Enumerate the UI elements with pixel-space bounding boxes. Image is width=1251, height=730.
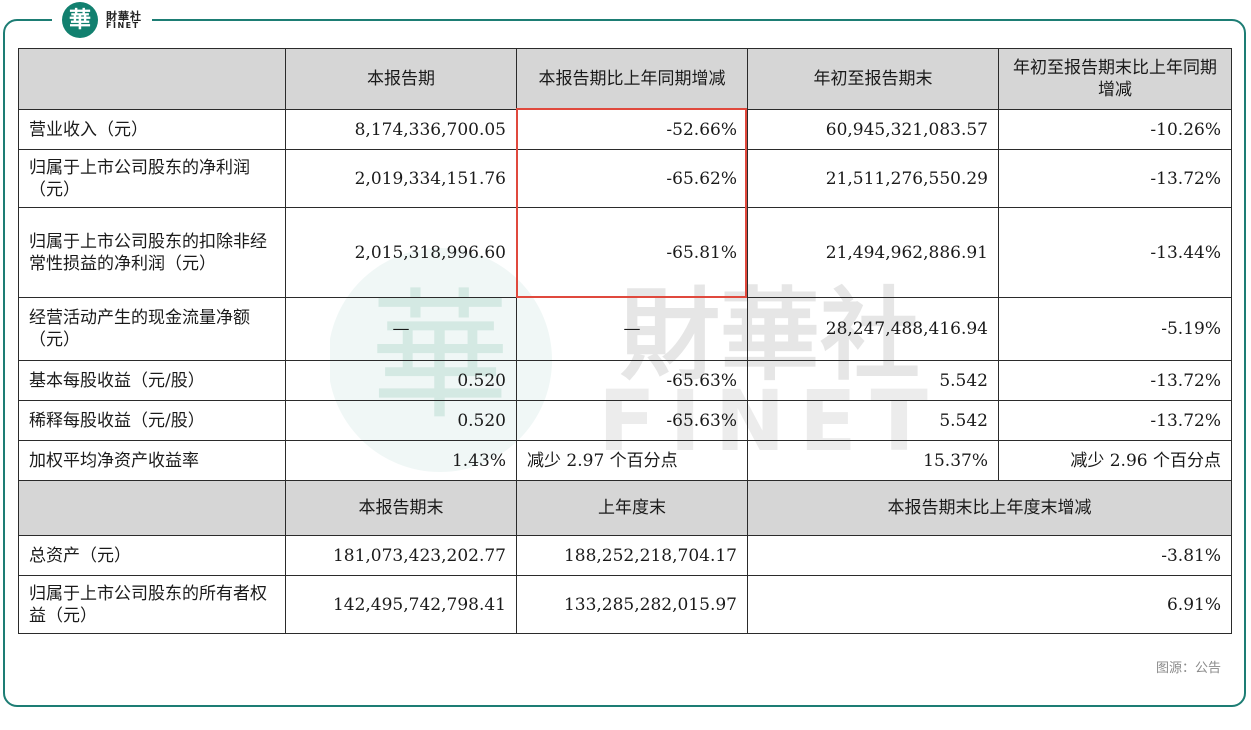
cell-value: 5.542 — [747, 360, 999, 401]
cell-value: 15.37% — [747, 440, 999, 481]
table-row: 稀释每股收益（元/股） 0.520 -65.63% 5.542 -13.72% — [18, 400, 1232, 441]
cell-value: -52.66% — [516, 109, 748, 150]
header-cell: 本报告期比上年同期增减 — [516, 48, 748, 110]
logo-emblem-icon: 華 — [62, 2, 98, 38]
cell-value: 1.43% — [285, 440, 517, 481]
cell-value: 188,252,218,704.17 — [516, 535, 748, 576]
header-cell: 本报告期 — [285, 48, 517, 110]
cell-value: 6.91% — [747, 575, 1232, 634]
header-cell: 上年度末 — [516, 480, 748, 536]
row-label: 营业收入（元） — [18, 109, 286, 150]
logo-cn: 財華社 — [106, 9, 142, 23]
row-label: 归属于上市公司股东的净利润（元） — [18, 149, 286, 208]
logo-text: 財華社 FINET — [106, 11, 142, 30]
cell-value: -65.62% — [516, 149, 748, 208]
cell-value: -10.26% — [998, 109, 1232, 150]
header-row-2: 本报告期末 上年度末 本报告期末比上年度末增减 — [18, 480, 1232, 536]
cell-value: 21,511,276,550.29 — [747, 149, 999, 208]
cell-value: -65.81% — [516, 207, 748, 298]
table-row: 归属于上市公司股东的净利润（元） 2,019,334,151.76 -65.62… — [18, 149, 1232, 208]
cell-value: 减少 2.97 个百分点 — [516, 440, 748, 481]
content-frame — [3, 19, 1246, 707]
row-label: 归属于上市公司股东的所有者权益（元） — [18, 575, 286, 634]
header-cell — [18, 480, 286, 536]
cell-value: 133,285,282,015.97 — [516, 575, 748, 634]
cell-value: 142,495,742,798.41 — [285, 575, 517, 634]
cell-value: 21,494,962,886.91 — [747, 207, 999, 298]
financial-table: 本报告期 本报告期比上年同期增减 年初至报告期末 年初至报告期末比上年同期增减 … — [18, 48, 1232, 634]
table-row: 加权平均净资产收益率 1.43% 减少 2.97 个百分点 15.37% 减少 … — [18, 440, 1232, 481]
logo-char: 華 — [68, 7, 91, 33]
cell-value: 2,019,334,151.76 — [285, 149, 517, 208]
logo-en: FINET — [106, 20, 140, 30]
cell-value: -3.81% — [747, 535, 1232, 576]
cell-value: 2,015,318,996.60 — [285, 207, 517, 298]
header-row-1: 本报告期 本报告期比上年同期增减 年初至报告期末 年初至报告期末比上年同期增减 — [18, 48, 1232, 110]
table-row: 营业收入（元） 8,174,336,700.05 -52.66% 60,945,… — [18, 109, 1232, 150]
cell-value: -13.72% — [998, 400, 1232, 441]
image-source: 图源：公告 — [1155, 661, 1221, 676]
cell-value: -13.72% — [998, 149, 1232, 208]
row-label: 加权平均净资产收益率 — [18, 440, 286, 481]
header-cell — [18, 48, 286, 110]
row-label: 总资产（元） — [18, 535, 286, 576]
row-label: 基本每股收益（元/股） — [18, 360, 286, 401]
cell-value: 60,945,321,083.57 — [747, 109, 999, 150]
cell-value: -13.72% — [998, 360, 1232, 401]
cell-value: 5.542 — [747, 400, 999, 441]
finet-logo: 華 財華社 FINET — [52, 0, 152, 40]
table-row: 总资产（元） 181,073,423,202.77 188,252,218,70… — [18, 535, 1232, 576]
cell-value: -65.63% — [516, 400, 748, 441]
cell-value: -65.63% — [516, 360, 748, 401]
row-label: 稀释每股收益（元/股） — [18, 400, 286, 441]
cell-value: -13.44% — [998, 207, 1232, 298]
header-cell: 本报告期末 — [285, 480, 517, 536]
table-row: 归属于上市公司股东的扣除非经常性损益的净利润（元） 2,015,318,996.… — [18, 207, 1232, 298]
table-row: 经营活动产生的现金流量净额（元） — — 28,247,488,416.94 -… — [18, 297, 1232, 361]
cell-value: 减少 2.96 个百分点 — [998, 440, 1232, 481]
cell-value: 0.520 — [285, 400, 517, 441]
cell-value: — — [285, 297, 517, 361]
table-row: 归属于上市公司股东的所有者权益（元） 142,495,742,798.41 13… — [18, 575, 1232, 634]
table-row: 基本每股收益（元/股） 0.520 -65.63% 5.542 -13.72% — [18, 360, 1232, 401]
header-cell: 年初至报告期末 — [747, 48, 999, 110]
header-cell: 本报告期末比上年度末增减 — [747, 480, 1232, 536]
row-label: 经营活动产生的现金流量净额（元） — [18, 297, 286, 361]
header-cell: 年初至报告期末比上年同期增减 — [998, 48, 1232, 110]
cell-value: 0.520 — [285, 360, 517, 401]
cell-value: 8,174,336,700.05 — [285, 109, 517, 150]
cell-value: 181,073,423,202.77 — [285, 535, 517, 576]
cell-value: 28,247,488,416.94 — [747, 297, 999, 361]
cell-value: -5.19% — [998, 297, 1232, 361]
row-label: 归属于上市公司股东的扣除非经常性损益的净利润（元） — [18, 207, 286, 298]
cell-value: — — [516, 297, 748, 361]
